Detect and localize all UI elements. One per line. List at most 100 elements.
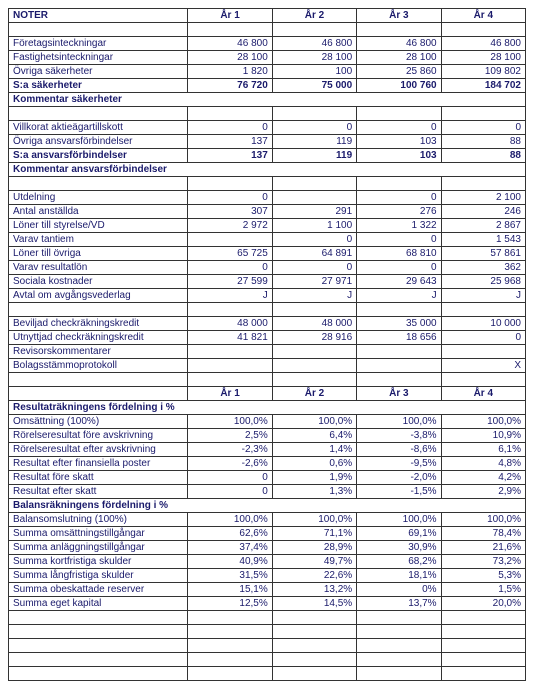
- cell: -8,6%: [357, 443, 441, 457]
- row-label: Utdelning: [9, 191, 188, 205]
- cell: 1 100: [272, 219, 356, 233]
- cell: -2,6%: [188, 457, 272, 471]
- cell: 28 100: [272, 51, 356, 65]
- cell: 0: [357, 121, 441, 135]
- cell: 2,9%: [441, 485, 525, 499]
- sum-row: S:a säkerheter 76 720 75 000 100 760 184…: [9, 79, 526, 93]
- cell: J: [272, 289, 356, 303]
- cell: 246: [441, 205, 525, 219]
- cell: 48 000: [272, 317, 356, 331]
- section-title: Resultaträkningens fördelning i %: [9, 401, 526, 415]
- row-label: Balansomslutning (100%): [9, 513, 188, 527]
- cell: 20,0%: [441, 597, 525, 611]
- cell: 119: [272, 135, 356, 149]
- cell: 0: [188, 261, 272, 275]
- cell: 46 800: [272, 37, 356, 51]
- row-label: Summa omsättningstillgångar: [9, 527, 188, 541]
- cell: -2,3%: [188, 443, 272, 457]
- table-row: Utdelning 0 0 2 100: [9, 191, 526, 205]
- cell: 64 891: [272, 247, 356, 261]
- cell: 291: [272, 205, 356, 219]
- cell: 0: [272, 261, 356, 275]
- hdr2-y3: År 3: [357, 387, 441, 401]
- cell: 6,1%: [441, 443, 525, 457]
- row-label: Varav resultatlön: [9, 261, 188, 275]
- hdr-y1: År 1: [188, 9, 272, 23]
- cell: [272, 191, 356, 205]
- cell: 6,4%: [272, 429, 356, 443]
- row-label: Utnyttjad checkräkningskredit: [9, 331, 188, 345]
- cell: 184 702: [441, 79, 525, 93]
- cell: 18 656: [357, 331, 441, 345]
- cell: 0: [272, 121, 356, 135]
- cell: 4,8%: [441, 457, 525, 471]
- cell: 76 720: [188, 79, 272, 93]
- cell: 276: [357, 205, 441, 219]
- cell: 27 971: [272, 275, 356, 289]
- cell: J: [188, 289, 272, 303]
- cell: 28 100: [188, 51, 272, 65]
- cell: 307: [188, 205, 272, 219]
- cell: 5,3%: [441, 569, 525, 583]
- cell: X: [441, 359, 525, 373]
- cell: 28,9%: [272, 541, 356, 555]
- cell: 100,0%: [357, 513, 441, 527]
- cell: 10 000: [441, 317, 525, 331]
- cell: 75 000: [272, 79, 356, 93]
- table-row: Summa anläggningstillgångar 37,4% 28,9% …: [9, 541, 526, 555]
- cell: 100,0%: [188, 513, 272, 527]
- cell: 25 968: [441, 275, 525, 289]
- row-label: Summa långfristiga skulder: [9, 569, 188, 583]
- cell: 100,0%: [357, 415, 441, 429]
- empty-row: [9, 303, 526, 317]
- cell: 1 543: [441, 233, 525, 247]
- row-label: Resultat efter skatt: [9, 485, 188, 499]
- cell: 100,0%: [441, 415, 525, 429]
- table-row: Övriga ansvarsförbindelser 137 119 103 8…: [9, 135, 526, 149]
- cell: 0: [188, 121, 272, 135]
- cell: 100 760: [357, 79, 441, 93]
- cell: 1 322: [357, 219, 441, 233]
- cell: J: [441, 289, 525, 303]
- cell: 46 800: [441, 37, 525, 51]
- table-row: Summa kortfristiga skulder 40,9% 49,7% 6…: [9, 555, 526, 569]
- cell: 0: [357, 261, 441, 275]
- cell: 109 802: [441, 65, 525, 79]
- cell: [188, 359, 272, 373]
- table-row: Löner till styrelse/VD 2 972 1 100 1 322…: [9, 219, 526, 233]
- row-label: Rörelseresultat före avskrivning: [9, 429, 188, 443]
- cell: [272, 359, 356, 373]
- cell: 1 820: [188, 65, 272, 79]
- row-label: Löner till övriga: [9, 247, 188, 261]
- cell: 30,9%: [357, 541, 441, 555]
- cell: 69,1%: [357, 527, 441, 541]
- empty-row: [9, 667, 526, 681]
- row-label: Summa kortfristiga skulder: [9, 555, 188, 569]
- cell: 10,9%: [441, 429, 525, 443]
- cell: 0: [441, 331, 525, 345]
- cell: 73,2%: [441, 555, 525, 569]
- cell: 12,5%: [188, 597, 272, 611]
- cell: J: [357, 289, 441, 303]
- comment-row: Kommentar säkerheter: [9, 93, 526, 107]
- row-label: Övriga säkerheter: [9, 65, 188, 79]
- cell: 362: [441, 261, 525, 275]
- row-label: Beviljad checkräkningskredit: [9, 317, 188, 331]
- table-row: Summa omsättningstillgångar 62,6% 71,1% …: [9, 527, 526, 541]
- table-row: Utnyttjad checkräkningskredit 41 821 28 …: [9, 331, 526, 345]
- cell: 37,4%: [188, 541, 272, 555]
- cell: 0%: [357, 583, 441, 597]
- cell: 100,0%: [272, 415, 356, 429]
- table-row: Rörelseresultat efter avskrivning -2,3% …: [9, 443, 526, 457]
- cell: 14,5%: [272, 597, 356, 611]
- cell: 31,5%: [188, 569, 272, 583]
- cell: 1,4%: [272, 443, 356, 457]
- empty-row: [9, 373, 526, 387]
- cell: 68 810: [357, 247, 441, 261]
- cell: 27 599: [188, 275, 272, 289]
- table-row: Summa obeskattade reserver 15,1% 13,2% 0…: [9, 583, 526, 597]
- row-label: Resultat före skatt: [9, 471, 188, 485]
- empty-row: [9, 23, 526, 37]
- cell: 78,4%: [441, 527, 525, 541]
- cell: 100,0%: [441, 513, 525, 527]
